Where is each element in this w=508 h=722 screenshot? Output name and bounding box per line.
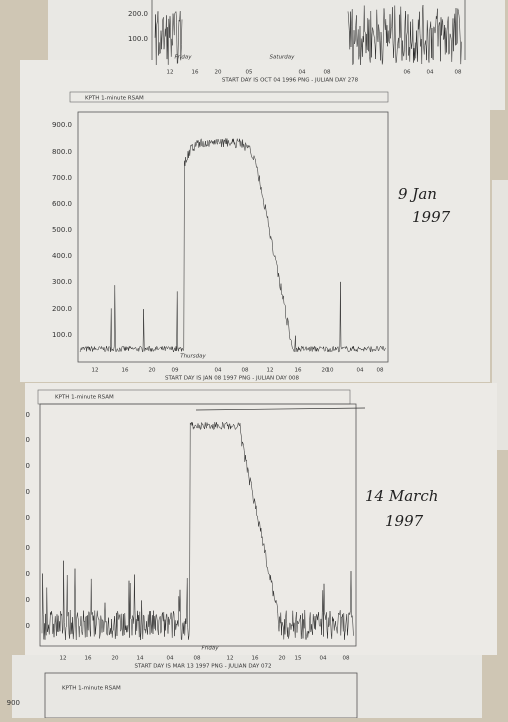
y-tick-label: 0 (26, 411, 30, 419)
x-tick-label: 06 (404, 70, 411, 76)
x-tick-label: 16 (85, 656, 92, 662)
x-tick-label: 20 (149, 368, 156, 374)
x-tick-label: 10 (327, 368, 334, 374)
y-tick-label: 900.0 (52, 121, 72, 129)
plot-frame (77, 111, 389, 363)
plot-title: KPTH 1-minute RSAM (62, 686, 121, 692)
y-tick-label: 100.0 (128, 35, 148, 43)
y-tick-label: 500.0 (52, 226, 72, 234)
y-tick-label: 400.0 (52, 252, 72, 260)
x-tick-label: 09 (172, 368, 179, 374)
x-tick-label: 20 (215, 70, 222, 76)
y-tick-label: 200.0 (52, 305, 72, 313)
y-tick-label: 700.0 (52, 174, 72, 182)
x-tick-label: 04 (357, 368, 364, 374)
x-tick-label: 20 (279, 656, 286, 662)
x-tick-label: 04 (167, 656, 174, 662)
x-tick-label: 14 (137, 656, 144, 662)
y-tick-label: 800.0 (52, 148, 72, 156)
edge-sheet (492, 180, 508, 450)
x-tick-label: 16 (122, 368, 129, 374)
seismic-trace (79, 138, 386, 353)
plot-title: KPTH 1-minute RSAM (85, 96, 144, 102)
plot-frame (39, 403, 357, 647)
y-tick-label: 0 (26, 462, 30, 470)
handwritten-note: 14 March (365, 487, 438, 505)
x-tick-label: 12 (267, 368, 274, 374)
y-tick-label: 0 (26, 544, 30, 552)
annotation: Friday (201, 646, 219, 652)
seismic-trace (41, 421, 354, 641)
x-tick-label: 04 (299, 70, 306, 76)
y-tick-label: 600.0 (52, 200, 72, 208)
annotation: Thursday (180, 354, 206, 360)
x-tick-label: 12 (92, 368, 99, 374)
x-tick-label: 08 (343, 656, 350, 662)
footer: START DAY IS OCT 04 1996 PNG - JULIAN DA… (222, 78, 359, 84)
handwritten-note: 9 Jan (398, 185, 437, 203)
x-tick-label: 05 (246, 70, 253, 76)
plot-title: KPTH 1-minute RSAM (55, 395, 114, 401)
y-tick-label: 900 (7, 699, 20, 707)
x-tick-label: 04 (320, 656, 327, 662)
sheet (25, 383, 497, 655)
sheet (20, 60, 490, 382)
handwritten-note: 1997 (412, 208, 451, 226)
x-tick-label: 04 (427, 70, 434, 76)
y-tick-label: 100.0 (52, 331, 72, 339)
sheet (12, 655, 482, 718)
seismic-trace (347, 5, 462, 65)
x-tick-label: 15 (295, 656, 302, 662)
y-tick-label: 0 (26, 596, 30, 604)
y-tick-label: 0 (26, 514, 30, 522)
x-tick-label: 08 (455, 70, 462, 76)
title-frame (69, 91, 389, 103)
x-tick-label: 08 (194, 656, 201, 662)
y-tick-label: 0 (26, 570, 30, 578)
annotation: Saturday (270, 55, 296, 61)
x-tick-label: 20 (322, 368, 329, 374)
x-tick-label: 08 (377, 368, 384, 374)
x-tick-label: 12 (227, 656, 234, 662)
footer: START DAY IS MAR 13 1997 PNG - JULIAN DA… (135, 664, 272, 670)
handwritten-note: 1997 (385, 512, 424, 530)
annotation: Friday (174, 55, 192, 61)
x-tick-label: 16 (252, 656, 259, 662)
seismic-trace (154, 10, 183, 66)
y-tick-label: 300.0 (52, 278, 72, 286)
y-tick-label: 0 (26, 622, 30, 630)
y-tick-label: 0 (26, 488, 30, 496)
traces (41, 5, 462, 641)
x-tick-label: 08 (242, 368, 249, 374)
x-tick-label: 12 (167, 70, 174, 76)
x-tick-label: 08 (324, 70, 331, 76)
y-tick-label: 0 (26, 436, 30, 444)
x-tick-label: 20 (112, 656, 119, 662)
x-tick-label: 16 (192, 70, 199, 76)
footer: START DAY IS JAN 08 1997 PNG - JULIAN DA… (165, 376, 300, 382)
x-tick-label: 12 (60, 656, 67, 662)
x-tick-label: 16 (295, 368, 302, 374)
pen-line (195, 407, 366, 411)
y-tick-label: 200.0 (128, 10, 148, 18)
x-tick-label: 04 (215, 368, 222, 374)
